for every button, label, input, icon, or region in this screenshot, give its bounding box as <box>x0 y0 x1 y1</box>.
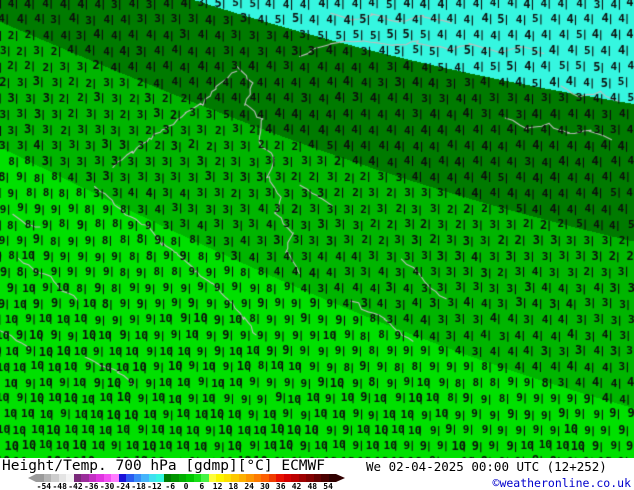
color-scale-swatch <box>321 474 329 482</box>
color-scale-swatch <box>133 474 141 482</box>
color-scale-swatch <box>43 474 51 482</box>
color-scale-swatch <box>73 474 81 482</box>
copyright-label: ©weatheronline.co.uk <box>492 476 631 490</box>
color-scale-swatch <box>283 474 291 482</box>
color-scale-swatch <box>216 474 224 482</box>
height-value-digit-layer <box>0 0 634 458</box>
color-scale-tick: 0 <box>183 482 189 490</box>
color-scale-swatch <box>66 474 74 482</box>
color-scale-swatch <box>96 474 104 482</box>
color-scale-swatch <box>111 474 119 482</box>
chart-footer: Height/Temp. 700 hPa [gdmp][°C] ECMWF We… <box>0 458 634 490</box>
color-scale-swatch <box>231 474 239 482</box>
color-scale-tick: -24 <box>115 482 131 490</box>
color-scale-swatch <box>238 474 246 482</box>
color-scale-tick: 12 <box>212 482 223 490</box>
color-scale-swatch <box>178 474 186 482</box>
color-scale-left-cap <box>28 474 36 482</box>
color-scale-swatch <box>103 474 111 482</box>
color-scale-tick: -30 <box>99 482 115 490</box>
color-scale-swatch <box>156 474 164 482</box>
color-scale-tick: -42 <box>68 482 83 490</box>
color-scale-swatch <box>253 474 261 482</box>
color-scale-swatch <box>51 474 59 482</box>
color-scale-tick: 54 <box>323 482 333 490</box>
color-scale-right-arrow <box>336 474 345 482</box>
color-scale-swatch <box>201 474 209 482</box>
color-scale-swatch <box>291 474 299 482</box>
color-scale-swatch <box>163 474 171 482</box>
color-scale-swatch <box>276 474 284 482</box>
color-scale-tick: -12 <box>147 482 162 490</box>
color-scale-swatch <box>306 474 314 482</box>
forecast-validity-info: We 02-04-2025 00:00 UTC (12+252) <box>366 459 607 474</box>
color-scale-swatch <box>186 474 194 482</box>
color-scale-swatch <box>141 474 149 482</box>
color-scale-tick: -18 <box>131 482 146 490</box>
weather-map[interactable] <box>0 0 634 458</box>
color-scale-swatch <box>36 474 44 482</box>
chart-title: Height/Temp. 700 hPa [gdmp][°C] ECMWF <box>2 458 326 474</box>
color-scale-tick: -48 <box>52 482 67 490</box>
color-scale-tick: 24 <box>244 482 254 490</box>
color-scale-tick: 48 <box>307 482 318 490</box>
color-scale[interactable]: -54 -48 -42 -36 -30 -24 -18 -12 -6 0 6 12 18 24 30 36 42… <box>28 474 345 490</box>
color-scale-swatch <box>88 474 96 482</box>
color-scale-swatch <box>81 474 89 482</box>
color-scale-tick: -36 <box>84 482 99 490</box>
color-scale-tick: 18 <box>228 482 239 490</box>
color-scale-swatch <box>298 474 306 482</box>
color-scale-swatch <box>328 474 336 482</box>
color-scale-swatch <box>126 474 134 482</box>
color-scale-tick: -6 <box>165 482 176 490</box>
color-scale-tick: 30 <box>260 482 270 490</box>
color-scale-tick: 36 <box>275 482 286 490</box>
color-scale-swatch <box>58 474 66 482</box>
color-scale-tick: 6 <box>199 482 205 490</box>
color-scale-swatch <box>246 474 254 482</box>
color-scale-tick-labels: -54 -48 -42 -36 -30 -24 -18 -12 -6 0 6 12 18 24 30 36 42… <box>36 482 336 490</box>
color-scale-swatch <box>148 474 156 482</box>
color-scale-swatch <box>313 474 321 482</box>
color-scale-swatches <box>36 474 336 482</box>
color-scale-swatch <box>193 474 201 482</box>
color-scale-swatch <box>268 474 276 482</box>
color-scale-swatch <box>171 474 179 482</box>
color-scale-swatch <box>261 474 269 482</box>
color-scale-swatch <box>223 474 231 482</box>
color-scale-tick: 42 <box>291 482 302 490</box>
color-scale-swatch <box>208 474 216 482</box>
color-scale-tick: -54 <box>36 482 52 490</box>
color-scale-swatch <box>118 474 126 482</box>
